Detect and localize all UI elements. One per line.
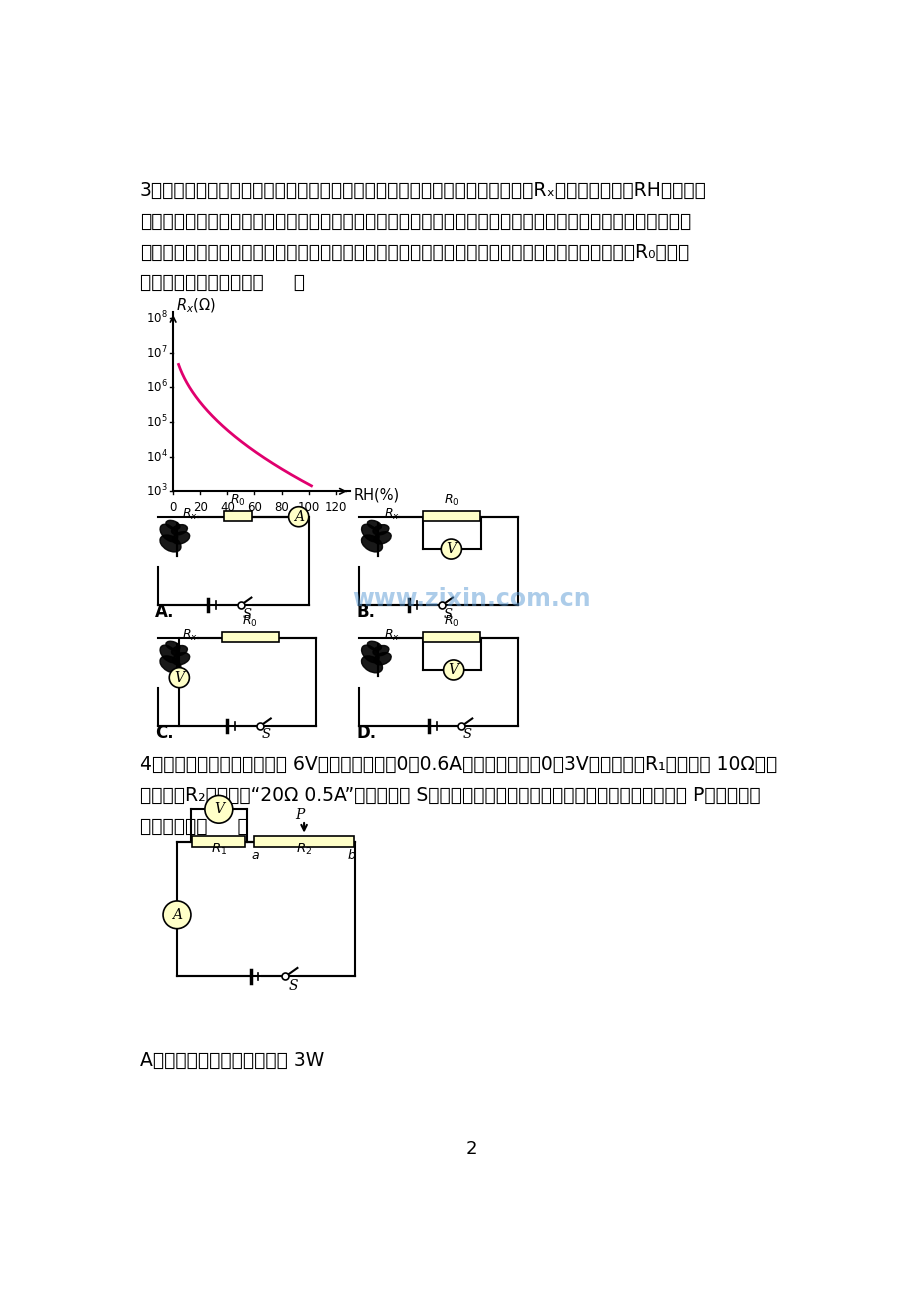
Ellipse shape [171, 645, 187, 655]
Text: 电阵，电源电压恒定）（     ）: 电阵，电源电压恒定）（ ） [140, 274, 304, 292]
Text: $R_0$: $R_0$ [443, 614, 459, 629]
Text: C.: C. [155, 723, 174, 741]
Text: 4、如图所示，电源电压恒为 6V，电流表量程为0～0.6A，电压表量程为0～3V，定値电阵R₁的阻値为 10Ω，滑: 4、如图所示，电源电压恒为 6V，电流表量程为0～0.6A，电压表量程为0～3V… [140, 756, 777, 774]
Ellipse shape [160, 645, 177, 663]
Circle shape [443, 659, 463, 680]
Text: $R_0$: $R_0$ [443, 493, 459, 508]
Ellipse shape [165, 641, 180, 650]
Text: 2: 2 [465, 1140, 477, 1158]
Text: S: S [443, 607, 452, 620]
Text: S: S [462, 728, 471, 741]
Circle shape [205, 795, 233, 823]
Circle shape [441, 539, 461, 559]
Text: S: S [242, 607, 251, 620]
Ellipse shape [373, 653, 391, 665]
Circle shape [169, 667, 189, 688]
Text: $R_0$: $R_0$ [242, 614, 257, 629]
Text: V: V [213, 803, 223, 816]
Text: $b$: $b$ [347, 847, 357, 861]
Ellipse shape [165, 520, 180, 529]
Bar [224, 511, 252, 521]
Text: $10^3$: $10^3$ [146, 483, 167, 499]
Text: 并将湿敏电阵接入电路中，要求植物含水量增加时，电表示数变大。如图中的电路图符合要求的是（R₀为定値: 并将湿敏电阵接入电路中，要求植物含水量增加时，电表示数变大。如图中的电路图符合要… [140, 242, 688, 262]
Text: 20: 20 [193, 502, 208, 515]
Text: V: V [174, 671, 184, 684]
Bar [221, 632, 278, 642]
Ellipse shape [160, 655, 181, 672]
Text: $10^5$: $10^5$ [146, 414, 167, 430]
Text: 中正确的是（     ）: 中正确的是（ ） [140, 817, 248, 837]
Text: $10^6$: $10^6$ [146, 379, 167, 396]
Bar [423, 511, 480, 521]
Text: 3、石墨烯被认为是一种未来革命性的材料。用石墨烯制成的湿敏电阵的阻値（Rₓ）随相对湿度（RH）变化曲: 3、石墨烯被认为是一种未来革命性的材料。用石墨烯制成的湿敏电阵的阻値（Rₓ）随相… [140, 181, 706, 199]
Ellipse shape [361, 524, 379, 542]
Text: V: V [448, 663, 459, 678]
Text: A.: A. [155, 603, 175, 620]
Text: RH(%): RH(%) [353, 487, 400, 503]
Ellipse shape [367, 520, 381, 529]
Text: V: V [446, 542, 456, 556]
Text: $a$: $a$ [251, 848, 259, 861]
Text: $R_1$: $R_1$ [210, 842, 227, 857]
Text: B.: B. [357, 603, 375, 620]
Text: www.zixin.com.cn: www.zixin.com.cn [352, 588, 590, 611]
Bar [192, 837, 245, 847]
Text: 线如图所示。为了能从外部检测植物含水量的变化，科学家用条状石墨烯制成的湿敏电阵附着在植物的叶片上，: 线如图所示。为了能从外部检测植物含水量的变化，科学家用条状石墨烯制成的湿敏电阵附… [140, 212, 690, 231]
Text: 80: 80 [274, 502, 289, 515]
Ellipse shape [171, 525, 187, 534]
Text: A．电路消耗的最大总功率为 3W: A．电路消耗的最大总功率为 3W [140, 1052, 323, 1070]
Text: S: S [289, 980, 298, 993]
Ellipse shape [172, 532, 189, 543]
Circle shape [163, 900, 191, 929]
Ellipse shape [361, 536, 382, 552]
Text: 40: 40 [220, 502, 234, 515]
Ellipse shape [160, 524, 177, 542]
Text: P: P [294, 808, 304, 822]
Text: 60: 60 [247, 502, 262, 515]
Text: 动变阵器R₂的规格为“20Ω 0.5A”。闭合开关 S，在确保电路安全的前提下，移动滑动变阵器的滑片 P，下列说法: 动变阵器R₂的规格为“20Ω 0.5A”。闭合开关 S，在确保电路安全的前提下，… [140, 786, 760, 805]
Ellipse shape [160, 536, 181, 552]
Text: 100: 100 [298, 502, 320, 515]
Text: $R_0$: $R_0$ [230, 493, 245, 508]
Ellipse shape [372, 645, 389, 655]
Text: A: A [172, 908, 182, 921]
Text: D.: D. [357, 723, 377, 741]
Ellipse shape [361, 645, 379, 663]
Text: $R_x$: $R_x$ [182, 628, 198, 644]
Text: A: A [293, 509, 303, 524]
Ellipse shape [373, 532, 391, 543]
Text: $10^4$: $10^4$ [146, 448, 167, 465]
Text: $R_x$: $R_x$ [383, 507, 399, 523]
Text: S: S [261, 728, 270, 741]
Text: $R_2$: $R_2$ [296, 842, 312, 857]
Ellipse shape [361, 655, 382, 672]
Ellipse shape [172, 653, 189, 665]
Bar [255, 837, 353, 847]
Text: $10^8$: $10^8$ [146, 310, 167, 326]
Text: 0: 0 [169, 502, 176, 515]
Ellipse shape [372, 525, 389, 534]
Text: $R_x$: $R_x$ [182, 507, 198, 523]
Text: $R_x$: $R_x$ [383, 628, 399, 644]
Circle shape [289, 507, 309, 526]
Text: 120: 120 [324, 502, 346, 515]
Ellipse shape [367, 641, 381, 650]
Text: $10^7$: $10^7$ [146, 344, 167, 361]
Text: $R_x(\Omega)$: $R_x(\Omega)$ [176, 297, 216, 315]
Bar [423, 632, 480, 642]
